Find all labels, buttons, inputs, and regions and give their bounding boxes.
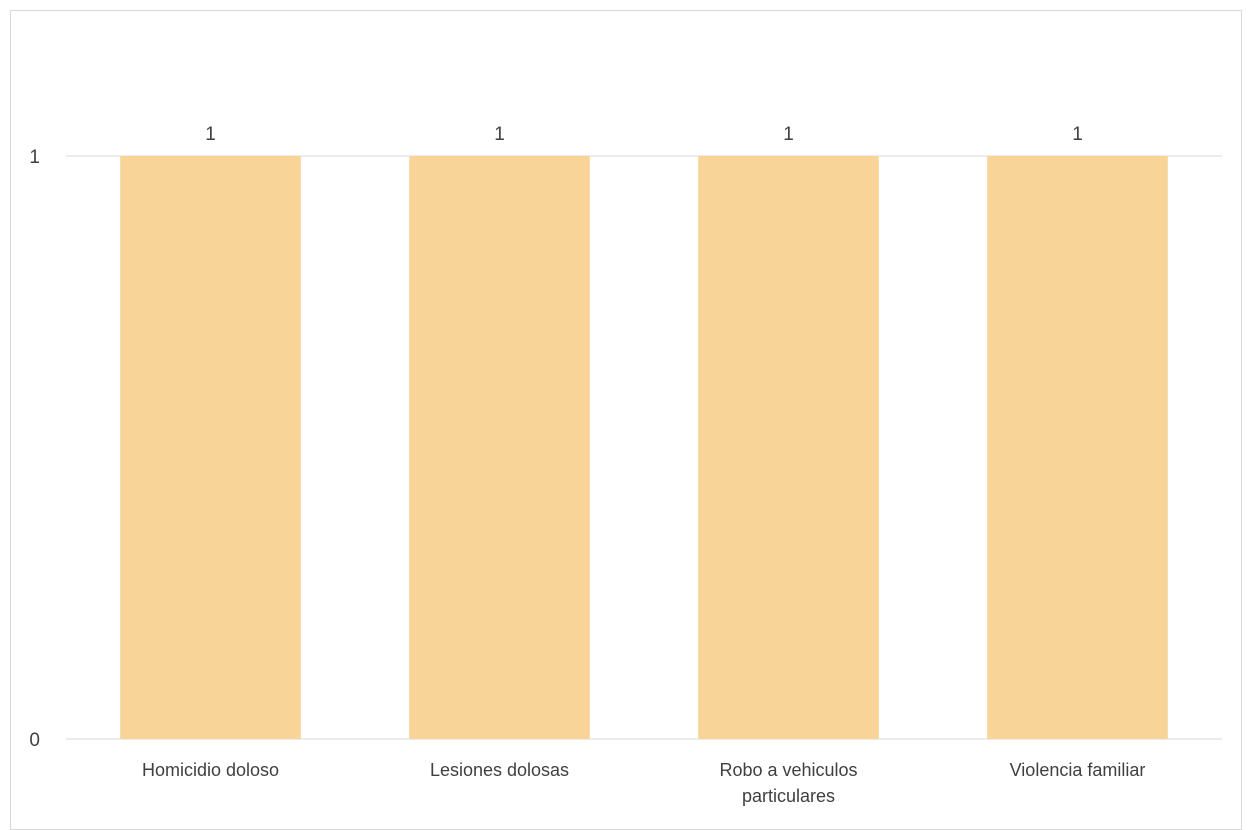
category-label-2: Robo a vehiculos particulares (719, 760, 857, 806)
data-label-3: 1 (1072, 124, 1083, 145)
bar-3 (987, 156, 1168, 739)
data-label-2: 1 (783, 124, 794, 145)
category-label-1: Lesiones dolosas (430, 760, 569, 780)
data-label-0: 1 (205, 124, 216, 145)
y-tick-label-0: 0 (29, 730, 40, 751)
bar-1 (409, 156, 590, 739)
y-tick-label-1: 1 (29, 147, 40, 168)
bar-2 (698, 156, 879, 739)
bar-0 (120, 156, 301, 739)
category-label-0: Homicidio doloso (142, 760, 279, 780)
category-label-3: Violencia familiar (1010, 760, 1146, 780)
data-label-1: 1 (494, 124, 505, 145)
